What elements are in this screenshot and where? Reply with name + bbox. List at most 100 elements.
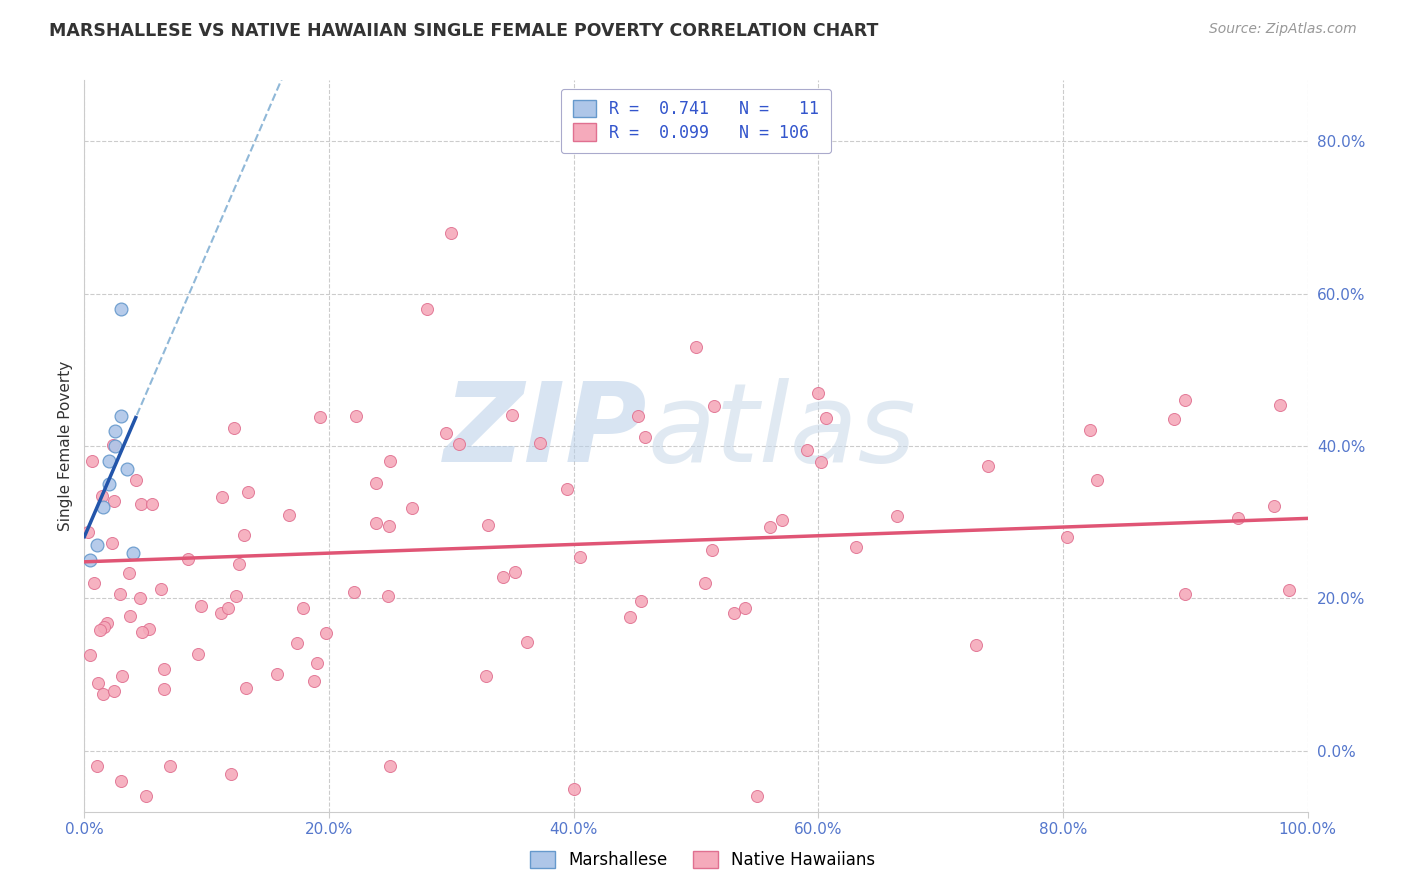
Point [1174,393,1197,408]
Point [562,781,585,796]
Point [449,437,471,451]
Point [569,549,592,564]
Point [103,683,125,698]
Legend: Marshallese, Native Hawaiians: Marshallese, Native Hawaiians [520,841,886,880]
Point [703,399,725,413]
Point [176,551,198,566]
Point [810,455,832,469]
Point [76,524,98,539]
Point [101,438,124,452]
Point [190,599,212,613]
Y-axis label: Single Female Poverty: Single Female Poverty [58,361,73,531]
Text: ZIP: ZIP [443,378,647,485]
Point [278,508,301,523]
Point [96,616,118,631]
Point [1078,423,1101,437]
Point [86,676,108,690]
Text: Source: ZipAtlas.com: Source: ZipAtlas.com [1209,22,1357,37]
Point [219,766,242,780]
Point [91,687,114,701]
Point [492,570,515,584]
Point [79,648,101,662]
Point [693,576,716,591]
Point [236,485,259,500]
Point [86,759,108,773]
Point [135,789,157,804]
Point [159,759,181,773]
Point [110,301,132,316]
Point [364,516,387,530]
Point [305,657,328,671]
Point [630,593,652,607]
Point [138,622,160,636]
Point [1268,398,1291,412]
Point [619,610,641,624]
Point [814,411,837,425]
Point [93,620,115,634]
Point [416,301,439,316]
Point [217,601,239,615]
Point [101,535,124,549]
Point [529,436,551,450]
Point [1163,412,1185,426]
Point [1085,473,1108,487]
Point [124,473,146,487]
Point [309,409,332,424]
Point [1278,583,1301,598]
Point [378,519,401,533]
Point [770,513,793,527]
Point [110,774,132,789]
Point [723,606,745,620]
Point [1174,587,1197,601]
Point [845,540,868,554]
Point [377,589,399,603]
Point [83,575,105,590]
Point [434,425,457,440]
Point [759,520,782,534]
Point [141,497,163,511]
Point [685,340,707,354]
Point [108,587,131,601]
Point [505,565,527,579]
Point [104,424,127,438]
Point [122,546,145,560]
Point [103,493,125,508]
Point [120,609,142,624]
Point [378,454,401,468]
Point [634,429,657,443]
Point [104,439,127,453]
Text: MARSHALLESE VS NATIVE HAWAIIAN SINGLE FEMALE POVERTY CORRELATION CHART: MARSHALLESE VS NATIVE HAWAIIAN SINGLE FE… [49,22,879,40]
Point [747,789,769,804]
Point [111,669,134,683]
Point [91,500,114,514]
Point [115,462,138,476]
Point [807,385,830,400]
Point [702,543,724,558]
Point [209,606,232,620]
Point [285,636,308,650]
Point [302,674,325,689]
Point [440,226,463,240]
Point [90,490,112,504]
Point [86,538,108,552]
Point [129,498,152,512]
Point [965,639,987,653]
Point [627,409,650,423]
Point [131,625,153,640]
Text: atlas: atlas [647,378,915,485]
Point [401,501,423,516]
Point [228,557,250,571]
Point [97,477,120,491]
Point [225,589,247,603]
Point [1226,511,1249,525]
Point [79,553,101,567]
Point [187,648,209,662]
Point [292,600,315,615]
Point [501,408,523,422]
Point [82,454,104,468]
Point [315,625,337,640]
Point [118,566,141,581]
Point [475,669,498,683]
Point [555,482,578,496]
Point [266,667,288,681]
